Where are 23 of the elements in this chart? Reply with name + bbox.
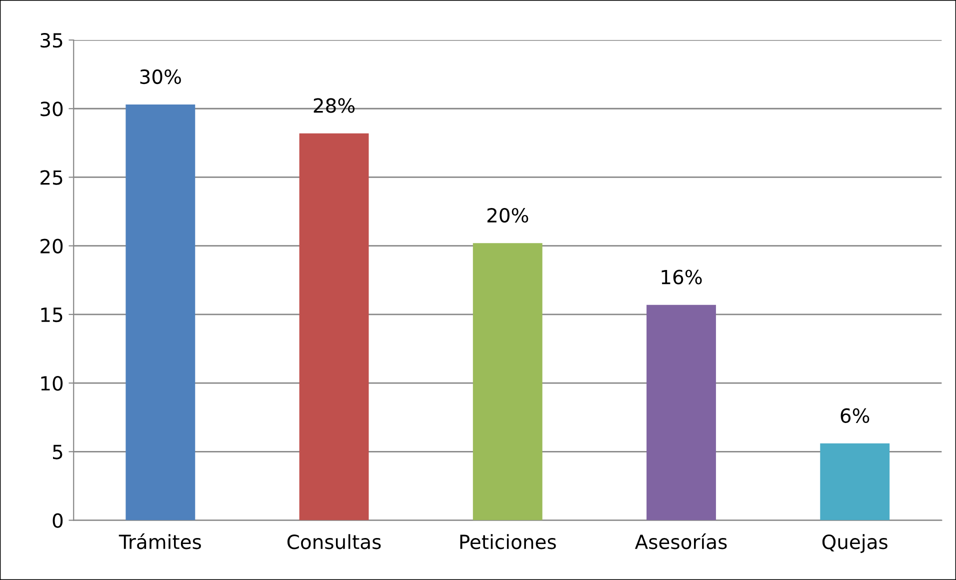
y-tick-label: 35 <box>40 32 62 48</box>
y-tick-label: 25 <box>40 170 62 185</box>
x-tick-label: Trámites <box>118 533 201 550</box>
bar <box>126 104 196 520</box>
data-label: 6% <box>840 408 870 423</box>
y-tick-label: 5 <box>53 444 62 460</box>
data-label: 28% <box>314 98 355 113</box>
data-label: 20% <box>487 208 528 223</box>
data-label: 16% <box>662 270 702 284</box>
y-tick-label: 30 <box>40 102 63 116</box>
bar <box>299 133 369 520</box>
y-tick-label: 0 <box>52 513 63 528</box>
x-tick-label: Quejas <box>822 534 888 553</box>
bar <box>820 443 890 520</box>
x-tick-label: Asesorías <box>634 533 727 550</box>
y-tick-label: 10 <box>41 376 63 391</box>
y-tick-label: 15 <box>41 308 62 322</box>
x-tick-label: Consultas <box>287 534 381 550</box>
x-tick-label: Peticiones <box>460 534 556 550</box>
y-tick-label: 20 <box>40 238 63 254</box>
bar <box>646 304 716 520</box>
data-label: 30% <box>140 69 181 84</box>
bar <box>472 243 542 520</box>
